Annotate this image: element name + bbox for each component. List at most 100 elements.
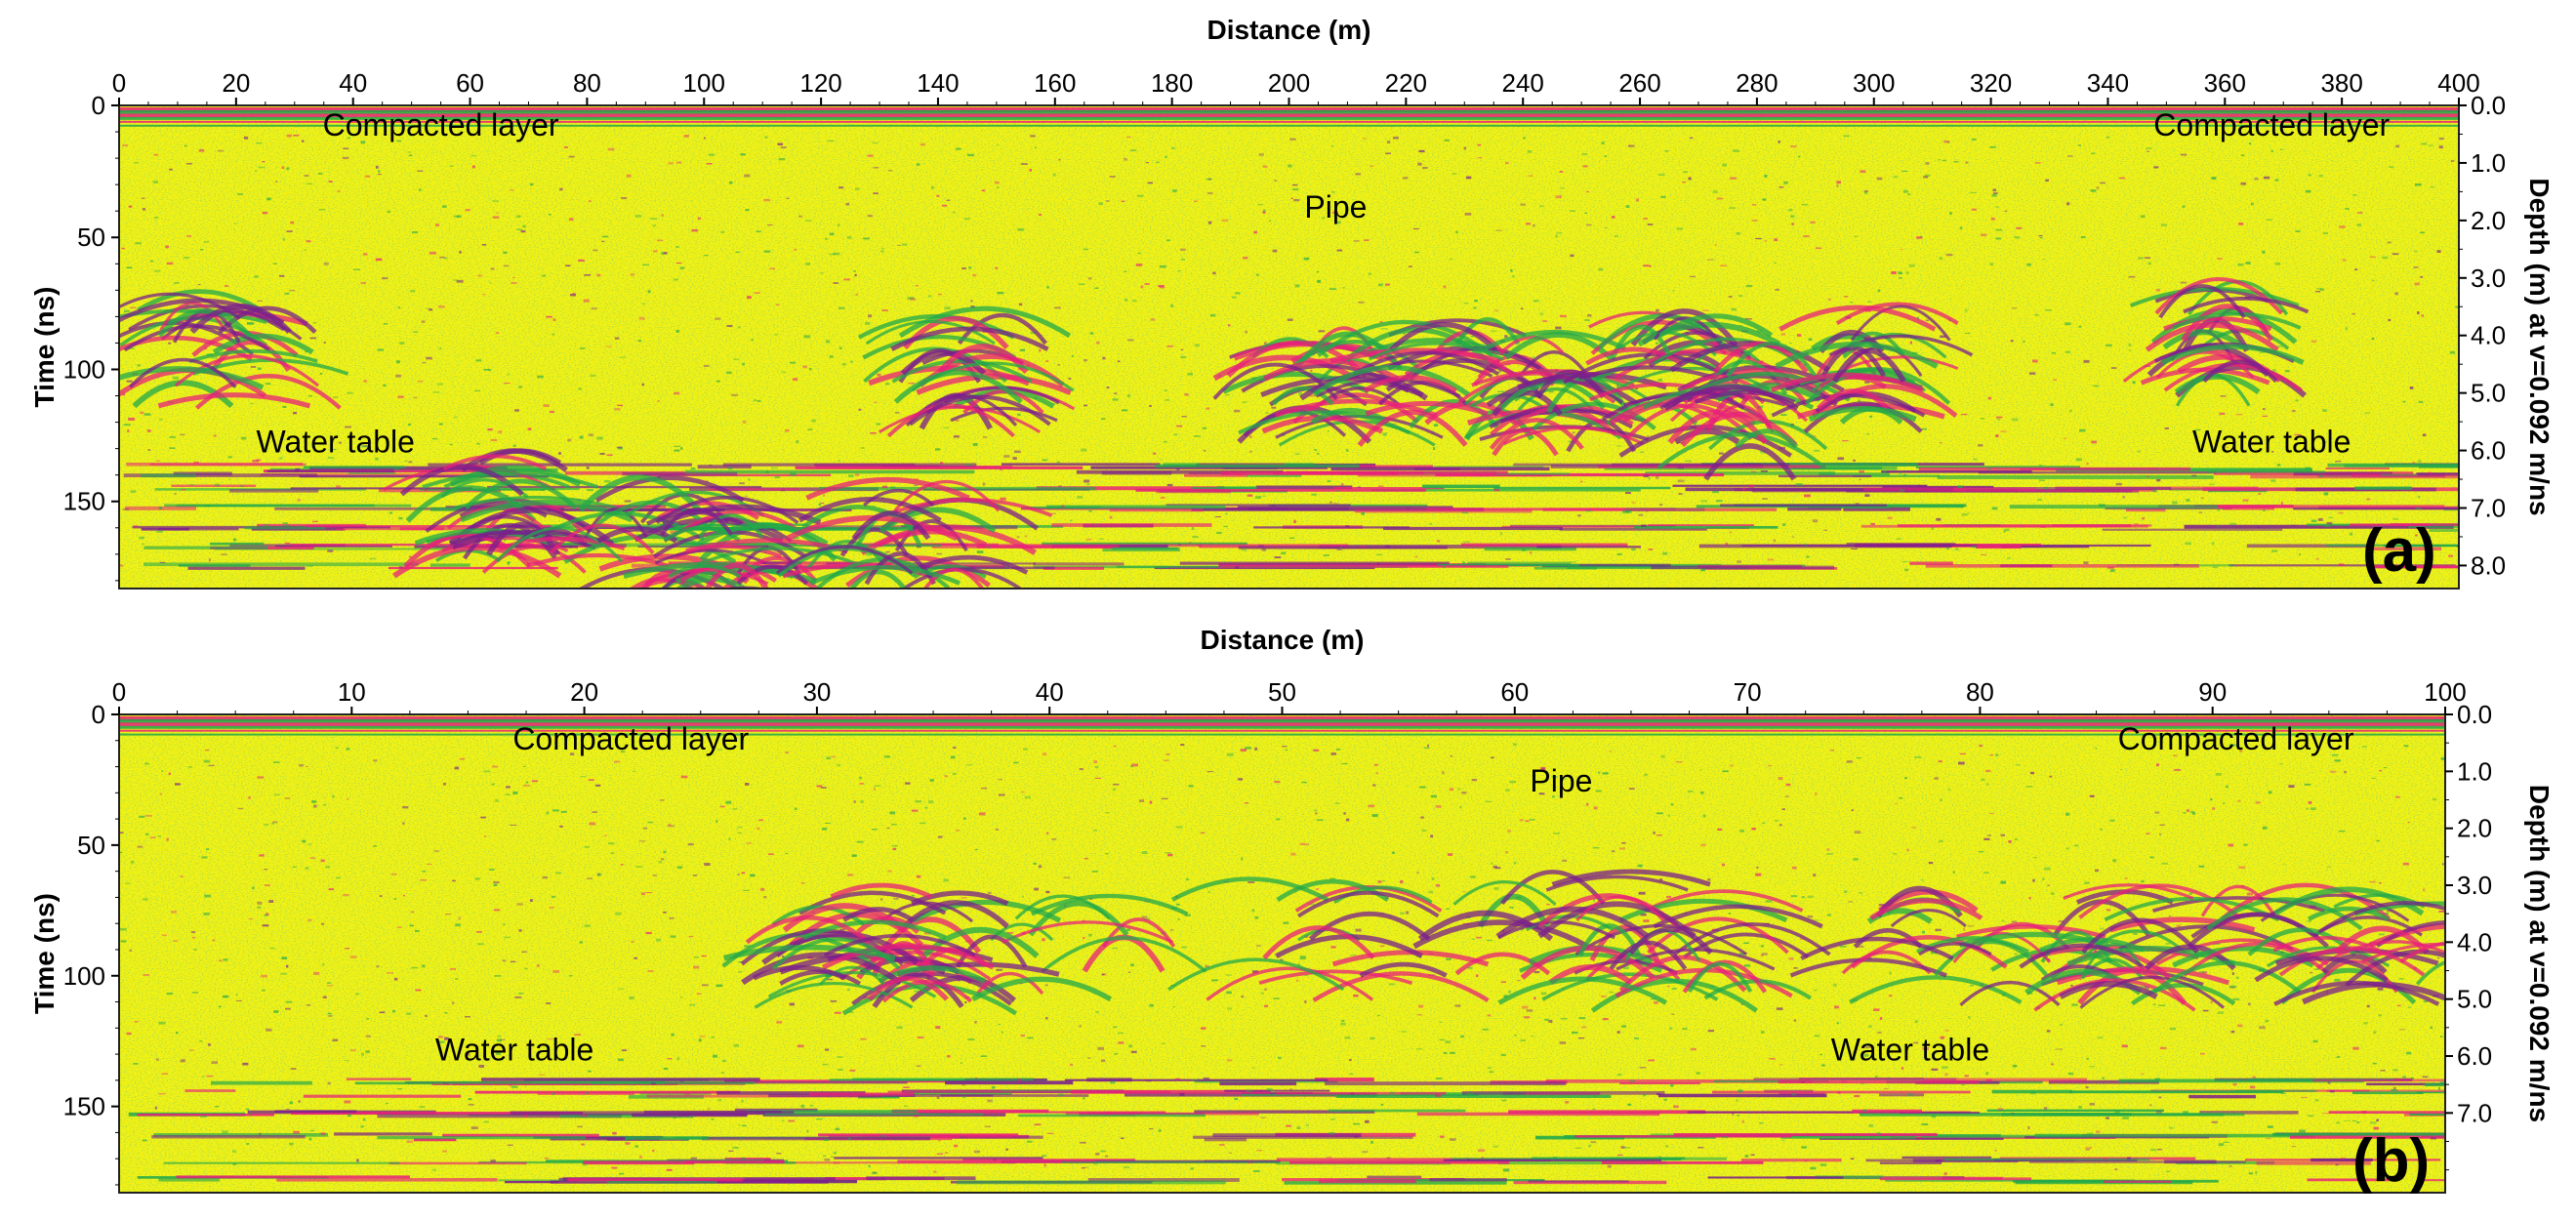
speckle <box>273 793 280 796</box>
speckle <box>563 146 568 148</box>
speckle <box>1461 511 1469 514</box>
diffraction-hyperbola <box>157 307 252 338</box>
speckle <box>1193 435 1201 437</box>
speckle <box>491 765 499 768</box>
speckle <box>1431 877 1435 880</box>
speckle <box>786 197 790 199</box>
speckle <box>2423 1000 2428 1002</box>
speckle <box>2106 136 2110 139</box>
speckle <box>1135 264 1143 266</box>
speckle <box>323 262 329 265</box>
speckle <box>1245 330 1247 334</box>
y2-tick-label: 4.0 <box>2457 927 2492 956</box>
speckle <box>1311 493 1317 496</box>
deep-reflector <box>2422 1179 2445 1182</box>
speckle <box>970 300 973 303</box>
speckle <box>387 972 393 974</box>
speckle <box>2049 775 2053 778</box>
speckle <box>538 1074 546 1076</box>
speckle <box>955 420 960 422</box>
speckle <box>2145 986 2150 990</box>
speckle <box>2038 234 2043 237</box>
compacted-band <box>119 729 2445 732</box>
speckle <box>1627 144 1635 147</box>
diffraction-hyperbola <box>2066 946 2236 967</box>
speckle <box>1235 565 1240 569</box>
speckle <box>1112 784 1120 786</box>
speckle <box>1527 150 1533 153</box>
speckle <box>605 346 612 347</box>
speckle <box>355 993 359 996</box>
speckle <box>2268 791 2272 794</box>
speckle <box>1810 221 1816 224</box>
speckle <box>1416 872 1419 874</box>
speckle <box>1305 1124 1309 1126</box>
speckle <box>1442 771 1445 775</box>
speckle <box>1178 544 1182 546</box>
deep-reflector <box>567 1178 744 1182</box>
speckle <box>1353 240 1360 242</box>
speckle <box>1247 881 1255 884</box>
speckle <box>2394 292 2398 296</box>
speckle <box>744 174 751 178</box>
speckle <box>829 253 836 256</box>
speckle <box>1762 953 1768 956</box>
deep-reflector <box>210 1080 312 1085</box>
speckle <box>1024 795 1031 799</box>
speckle <box>1555 326 1562 330</box>
speckle <box>2301 1096 2308 1098</box>
speckle <box>1149 404 1152 407</box>
speckle <box>1297 963 1300 967</box>
speckle <box>1114 392 1118 394</box>
speckle <box>774 334 779 336</box>
diffraction-hyperbola <box>2221 882 2391 921</box>
speckle <box>569 752 575 755</box>
speckle <box>1781 1140 1785 1142</box>
speckle <box>1774 262 1777 264</box>
speckle <box>2267 1125 2273 1128</box>
deep-reflector <box>1925 564 2199 568</box>
speckle <box>327 1081 331 1085</box>
speckle <box>1807 895 1814 899</box>
speckle <box>546 1002 552 1005</box>
diffraction-hyperbola <box>1206 966 1374 1001</box>
deep-reflector <box>153 1133 329 1137</box>
speckle <box>626 174 632 178</box>
speckle <box>961 267 966 269</box>
speckle <box>522 765 526 767</box>
speckle <box>1864 1046 1871 1048</box>
speckle <box>1858 468 1864 470</box>
speckle <box>868 1164 871 1167</box>
speckle <box>2310 971 2313 974</box>
speckle <box>227 456 232 459</box>
speckle <box>1271 505 1277 508</box>
speckle <box>699 1036 706 1037</box>
speckle <box>1813 989 1818 992</box>
speckle <box>137 845 143 848</box>
speckle <box>529 183 534 186</box>
speckle <box>1045 832 1049 834</box>
speckle <box>778 158 786 161</box>
speckle <box>461 1080 468 1084</box>
speckle <box>1841 1079 1848 1083</box>
speckle <box>2315 290 2321 293</box>
speckle <box>1551 795 1555 798</box>
deep-reflector <box>1741 544 1978 547</box>
speckle <box>1261 548 1267 551</box>
speckle <box>1194 344 1200 347</box>
speckle <box>146 429 151 432</box>
deep-reflector <box>1820 1137 2004 1140</box>
speckle <box>703 137 706 140</box>
diffraction-hyperbola <box>950 406 1058 423</box>
speckle <box>2010 340 2014 343</box>
speckle <box>402 894 406 897</box>
diffraction-hyperbola <box>1775 341 1939 369</box>
deep-reflector <box>1314 1078 1374 1081</box>
speckle <box>1900 249 1903 251</box>
speckle <box>483 834 487 837</box>
speckle <box>2106 344 2112 347</box>
speckle <box>2403 745 2409 748</box>
speckle <box>1874 1076 1878 1078</box>
speckle <box>2351 312 2355 315</box>
speckle <box>785 752 789 753</box>
